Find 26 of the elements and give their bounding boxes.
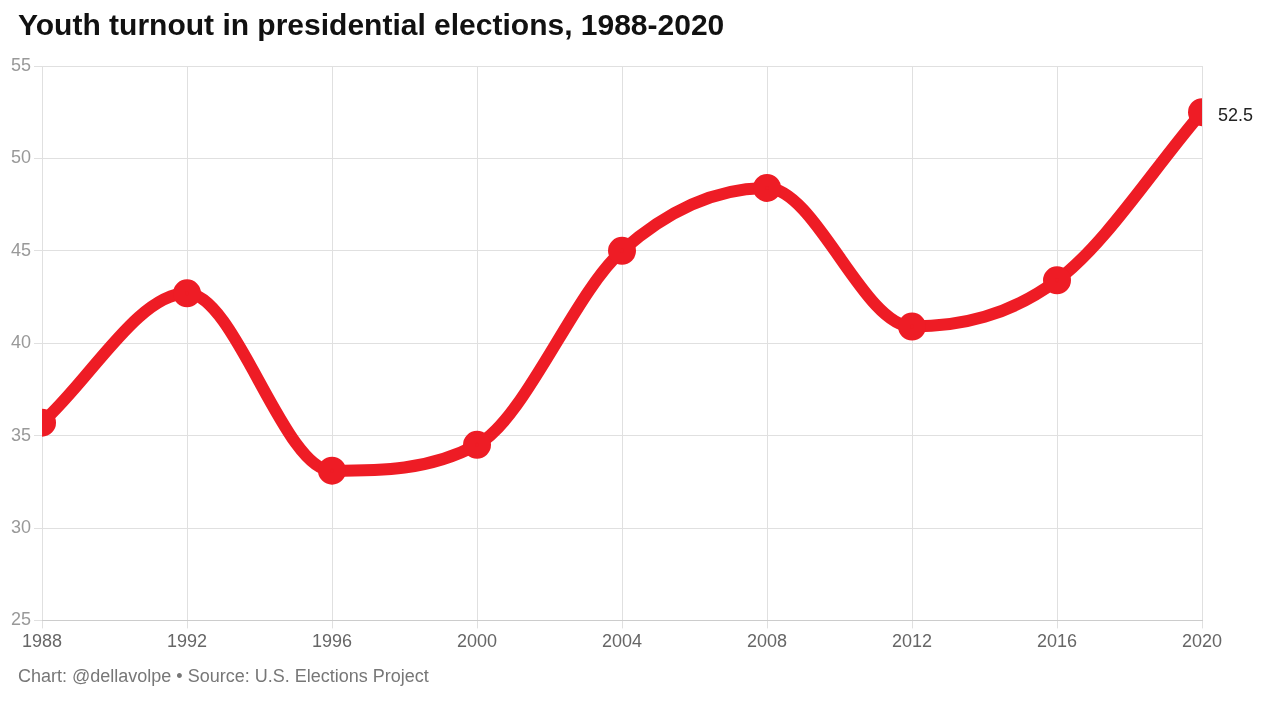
text: Chart: @dellavolpe • Source: U.S. Elections Project	[18, 666, 430, 687]
y-tick-label: 40	[10, 332, 32, 353]
point	[898, 312, 927, 341]
x-tick-label: 2020	[1181, 631, 1223, 652]
y-tick-label: 30	[10, 516, 32, 537]
point	[1043, 266, 1071, 295]
x-tick-label: 1992	[167, 631, 208, 652]
point	[318, 456, 347, 485]
point	[753, 173, 782, 202]
y-tick-label: 25	[10, 609, 32, 630]
x-tick-label: 1988	[22, 631, 63, 652]
y-tick-label: 35	[10, 424, 32, 445]
data-label: 52.5	[1218, 105, 1254, 126]
x-tick-label: 2012	[891, 631, 933, 652]
x-tick-label: 2004	[601, 631, 643, 652]
x-tick-label: 2008	[746, 631, 788, 652]
x-tick-label: 1996	[311, 631, 353, 652]
y-tick-label: 45	[10, 239, 32, 260]
x-tick-label: 2016	[1036, 631, 1078, 652]
x-tick-label: 2000	[456, 631, 498, 652]
y-tick-label: 50	[10, 147, 32, 168]
point	[463, 430, 492, 459]
chart-title: Youth turnout in presidential elections, 1988-2020	[18, 8, 726, 42]
point	[173, 279, 202, 308]
point	[608, 236, 637, 265]
y-tick-label: 55	[10, 54, 32, 75]
